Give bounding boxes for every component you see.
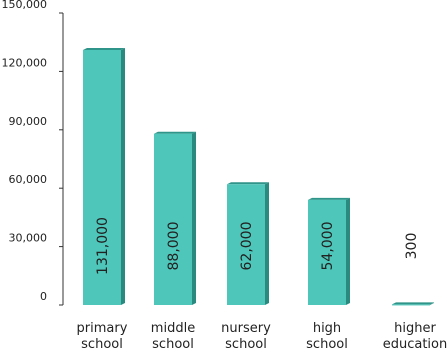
y-tick-label: 150,000	[2, 0, 48, 11]
bar-top	[308, 197, 350, 200]
bar-face	[308, 199, 346, 305]
bar-4	[392, 302, 434, 306]
chart-bars	[83, 47, 434, 306]
bar-side	[192, 131, 196, 305]
bar-top	[83, 47, 125, 50]
y-tick-label: 120,000	[2, 56, 48, 69]
bar-top	[227, 182, 269, 185]
y-tick-label: 0	[40, 290, 47, 303]
category-label: education	[383, 337, 447, 352]
category-label: school	[152, 337, 194, 352]
category-label: primary	[77, 321, 128, 336]
bar-value-label: 54,000	[320, 222, 336, 271]
bar-face	[227, 184, 265, 305]
category-label: school	[306, 337, 348, 352]
bar-value-label: 131,000	[95, 217, 111, 275]
bar-3	[308, 197, 350, 305]
y-tick-label: 60,000	[9, 173, 48, 186]
bar-side	[430, 302, 434, 305]
bar-value-label: 88,000	[166, 222, 182, 271]
bar-value-label: 300	[404, 233, 420, 260]
bar-face	[83, 49, 121, 306]
bar-1	[154, 131, 196, 305]
bar-top	[154, 131, 196, 134]
chart-labels: 131,000 88,000 62,000 54,000 300primaryschoo…	[77, 217, 447, 352]
category-label: higher	[394, 321, 436, 336]
y-tick-label: 90,000	[9, 115, 48, 128]
bar-top	[392, 302, 434, 305]
bar-face	[392, 304, 430, 306]
category-label: nursery	[221, 321, 271, 336]
bar-side	[265, 182, 269, 305]
y-tick-label: 30,000	[9, 232, 48, 245]
bar-value-label: 62,000	[239, 222, 255, 271]
category-label: middle	[151, 321, 195, 336]
bar-face	[154, 133, 192, 305]
chart-axes: 0 30,000 60,000 90,000 120,000 150,000	[2, 0, 64, 306]
bar-side	[121, 47, 125, 306]
category-label: school	[225, 337, 267, 352]
bar-side	[346, 197, 350, 305]
bar-2	[227, 182, 269, 305]
category-label: school	[81, 337, 123, 352]
bar-0	[83, 47, 125, 306]
category-label: high	[313, 321, 341, 336]
